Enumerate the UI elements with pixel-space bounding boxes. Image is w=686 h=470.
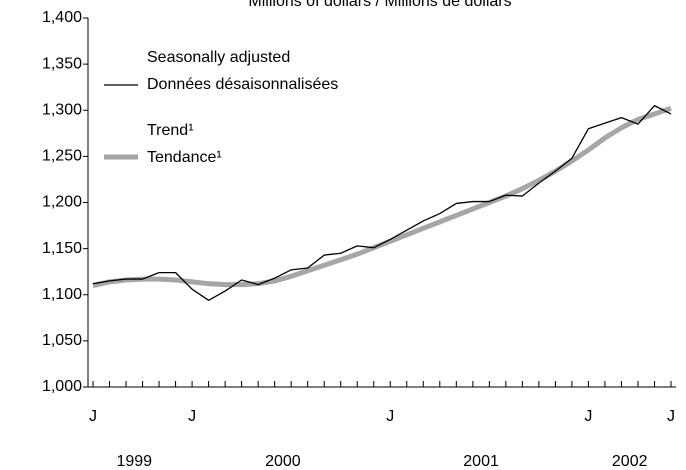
- year-label: 2000: [265, 453, 301, 470]
- y-tick-label: 1,250: [42, 148, 82, 165]
- legend-label: Tendance¹: [147, 149, 222, 166]
- legend-label: Données désaisonnalisées: [147, 76, 338, 93]
- year-label: 2002: [612, 453, 648, 470]
- y-tick-label: 1,300: [42, 101, 82, 118]
- x-tick-label: J: [584, 408, 592, 425]
- year-label: 2001: [463, 453, 499, 470]
- y-tick-label: 1,400: [42, 9, 82, 26]
- y-tick-label: 1,350: [42, 55, 82, 72]
- x-tick-label: J: [188, 408, 196, 425]
- year-label: 1999: [116, 453, 152, 470]
- y-tick-label: 1,100: [42, 286, 82, 303]
- data-line: [92, 104, 672, 301]
- legend-label: Trend¹: [147, 122, 194, 139]
- legend-label: Seasonally adjusted: [147, 49, 290, 66]
- trend-line: [92, 106, 672, 288]
- x-tick-label: J: [386, 408, 394, 425]
- chart-subtitle: Millions of dollars / Millions de dollar…: [248, 0, 511, 10]
- y-tick-label: 1,150: [42, 240, 82, 257]
- y-tick-label: 1,200: [42, 194, 82, 211]
- y-tick-label: 1,050: [42, 332, 82, 349]
- x-tick-label: J: [667, 408, 675, 425]
- y-tick-label: 1,000: [42, 378, 82, 395]
- x-tick-label: J: [89, 408, 97, 425]
